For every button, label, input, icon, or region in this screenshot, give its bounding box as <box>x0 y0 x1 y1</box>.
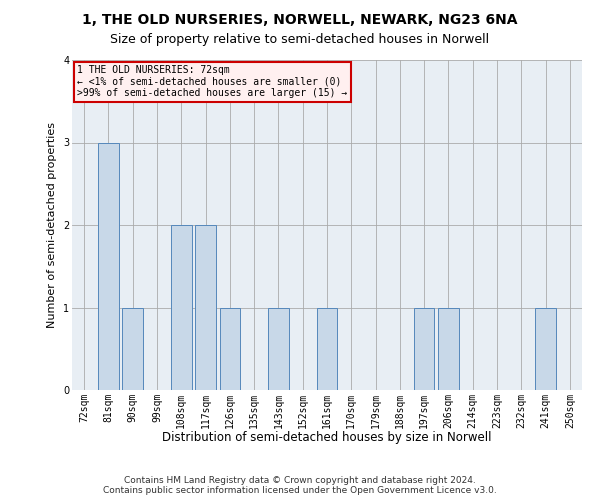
Bar <box>122 308 143 390</box>
Bar <box>438 308 459 390</box>
Bar <box>535 308 556 390</box>
Bar <box>171 225 191 390</box>
Y-axis label: Number of semi-detached properties: Number of semi-detached properties <box>47 122 58 328</box>
Text: 1, THE OLD NURSERIES, NORWELL, NEWARK, NG23 6NA: 1, THE OLD NURSERIES, NORWELL, NEWARK, N… <box>82 12 518 26</box>
Text: 1 THE OLD NURSERIES: 72sqm
← <1% of semi-detached houses are smaller (0)
>99% of: 1 THE OLD NURSERIES: 72sqm ← <1% of semi… <box>77 65 347 98</box>
Bar <box>268 308 289 390</box>
Bar <box>317 308 337 390</box>
Bar <box>220 308 240 390</box>
Bar <box>414 308 434 390</box>
X-axis label: Distribution of semi-detached houses by size in Norwell: Distribution of semi-detached houses by … <box>162 431 492 444</box>
Text: Contains HM Land Registry data © Crown copyright and database right 2024.
Contai: Contains HM Land Registry data © Crown c… <box>103 476 497 495</box>
Bar <box>98 142 119 390</box>
Text: Size of property relative to semi-detached houses in Norwell: Size of property relative to semi-detach… <box>110 32 490 46</box>
Bar <box>195 225 216 390</box>
